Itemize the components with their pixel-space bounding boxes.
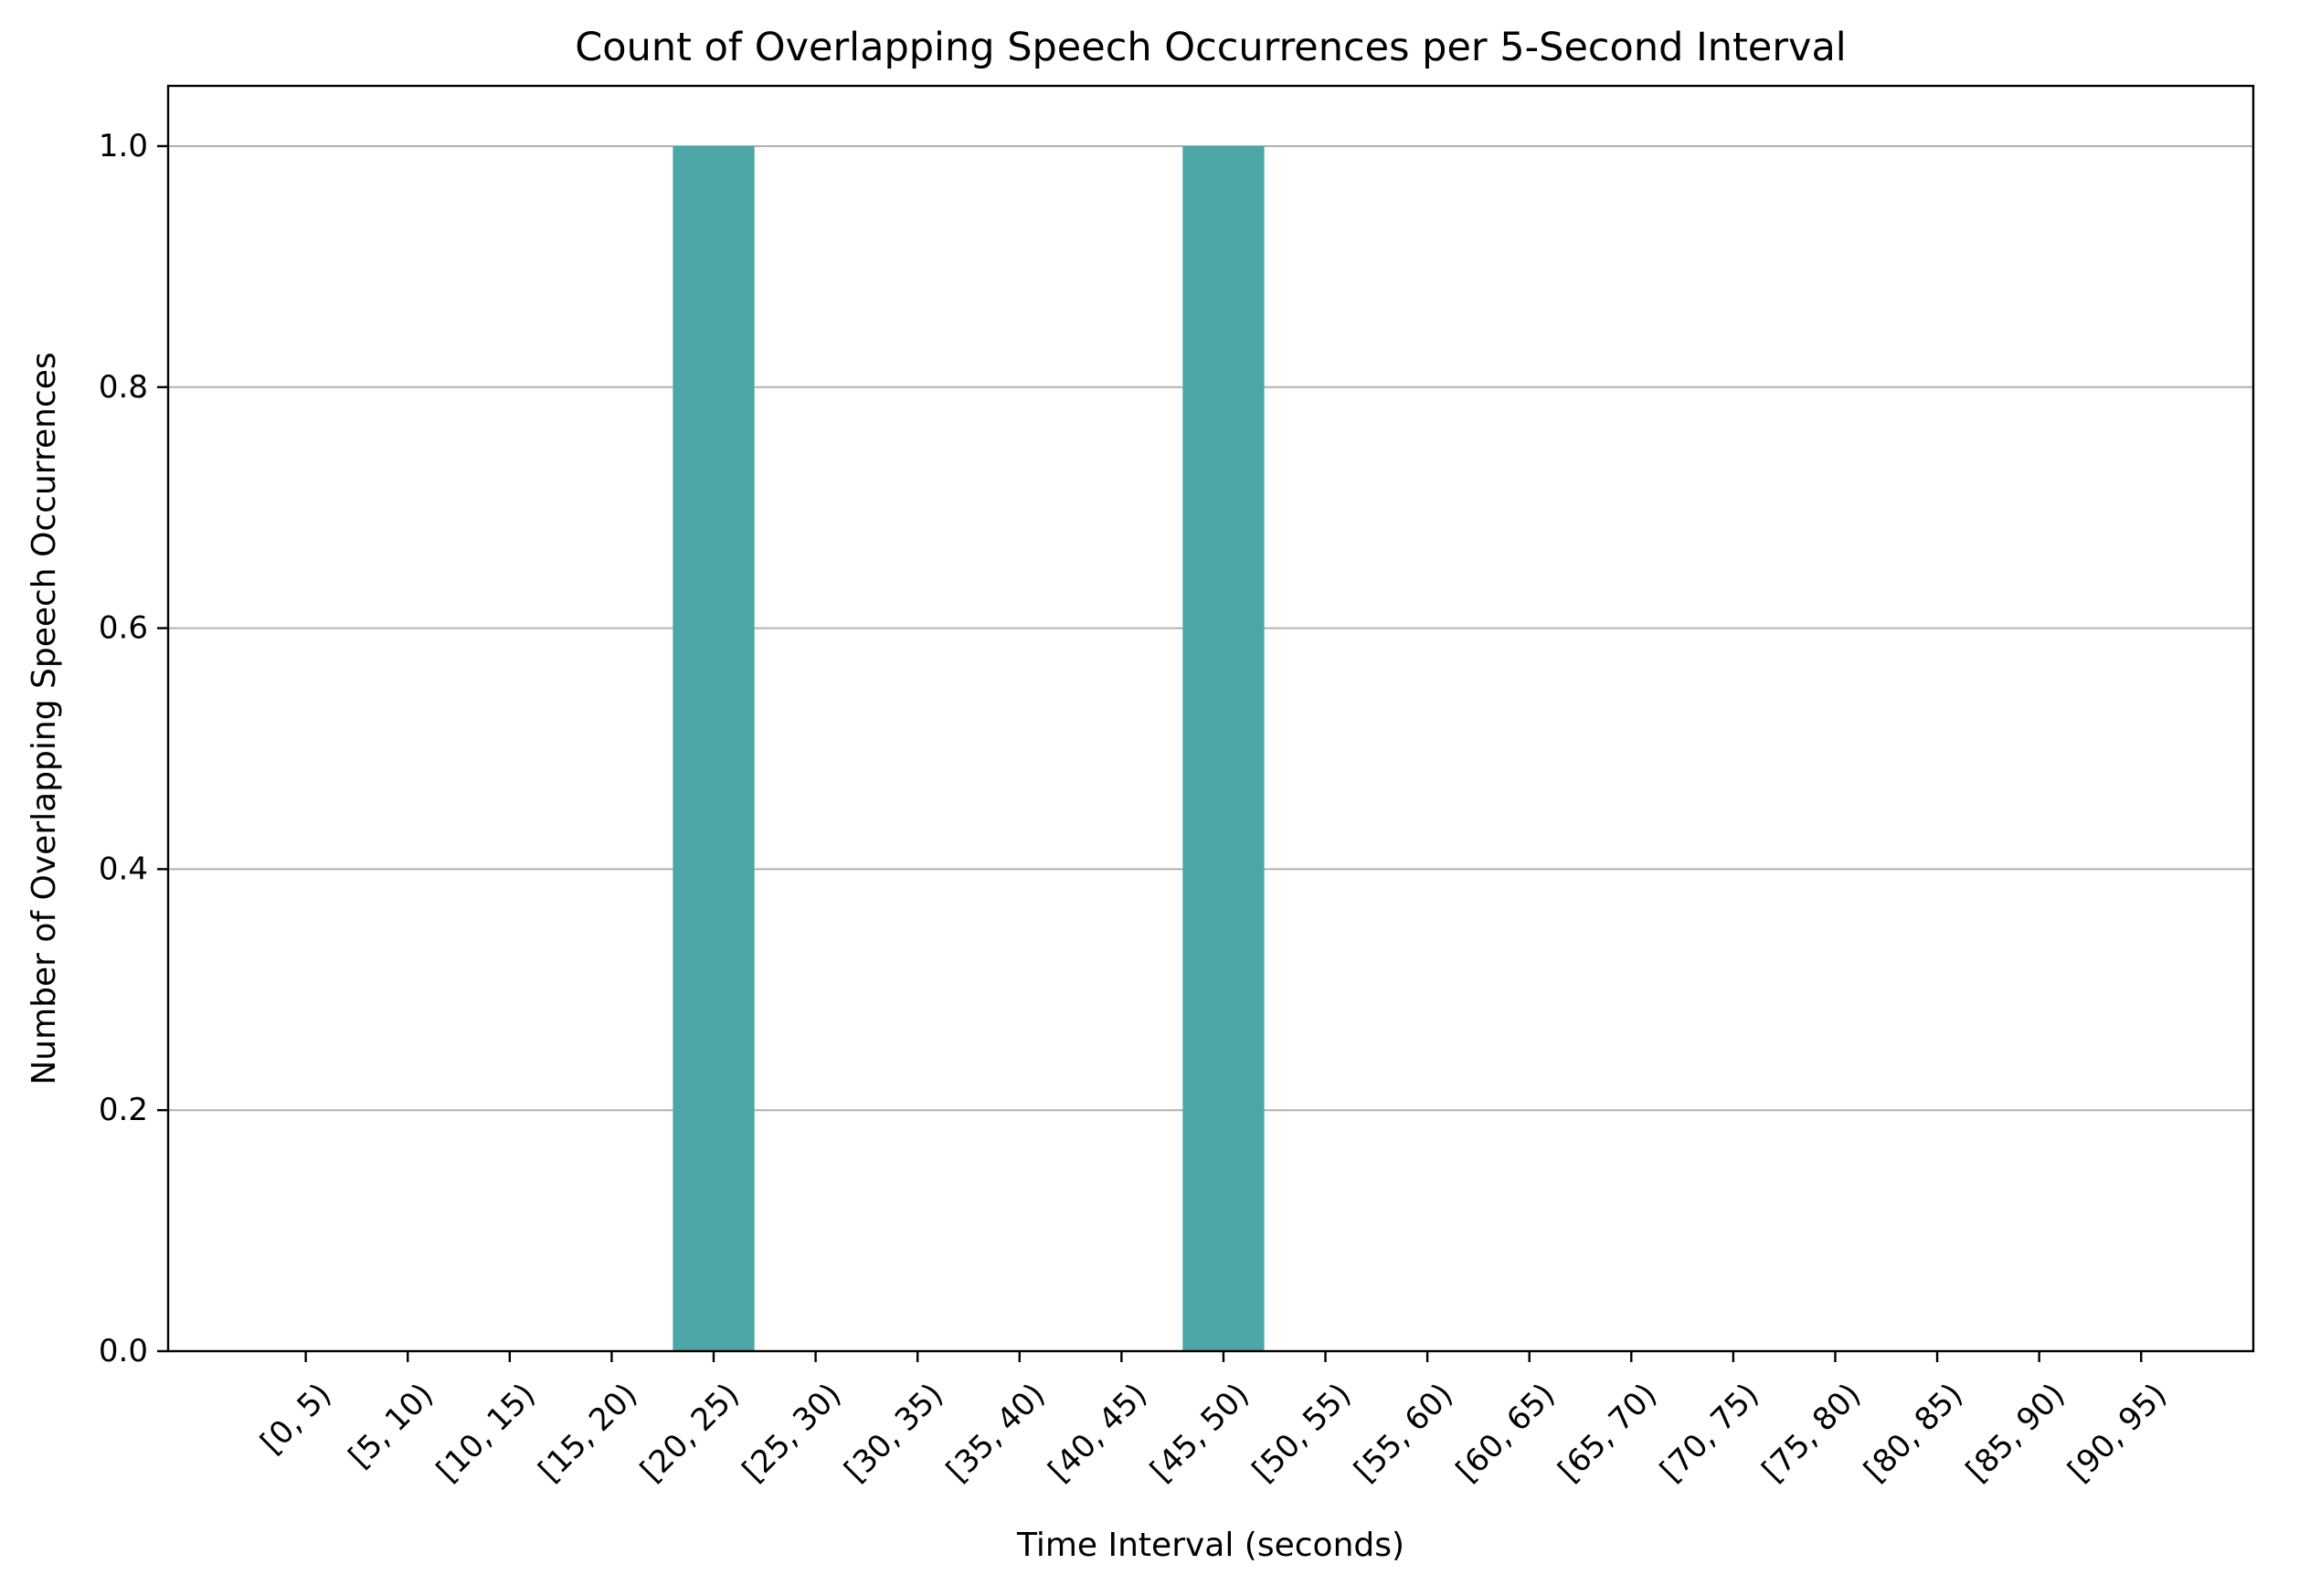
chart-title: Count of Overlapping Speech Occurrences … <box>575 25 1847 70</box>
y-tick-label: 0.4 <box>99 851 148 887</box>
y-tick-label: 1.0 <box>99 128 148 164</box>
y-axis-ticks: 0.0 0.2 0.4 0.6 0.8 1.0 <box>99 128 168 1369</box>
y-tick-label: 0.2 <box>99 1092 148 1128</box>
y-tick-label: 0.0 <box>99 1333 148 1369</box>
plot-area-frame <box>166 84 2255 1353</box>
bar <box>673 145 755 1351</box>
bar <box>1182 145 1265 1351</box>
x-axis-label: Time Interval (seconds) <box>1016 1527 1404 1564</box>
bars <box>673 145 1265 1351</box>
y-axis-label: Number of Overlapping Speech Occurrences <box>26 352 63 1084</box>
y-tick-label: 0.8 <box>99 369 148 406</box>
y-tick-label: 0.6 <box>99 610 148 647</box>
